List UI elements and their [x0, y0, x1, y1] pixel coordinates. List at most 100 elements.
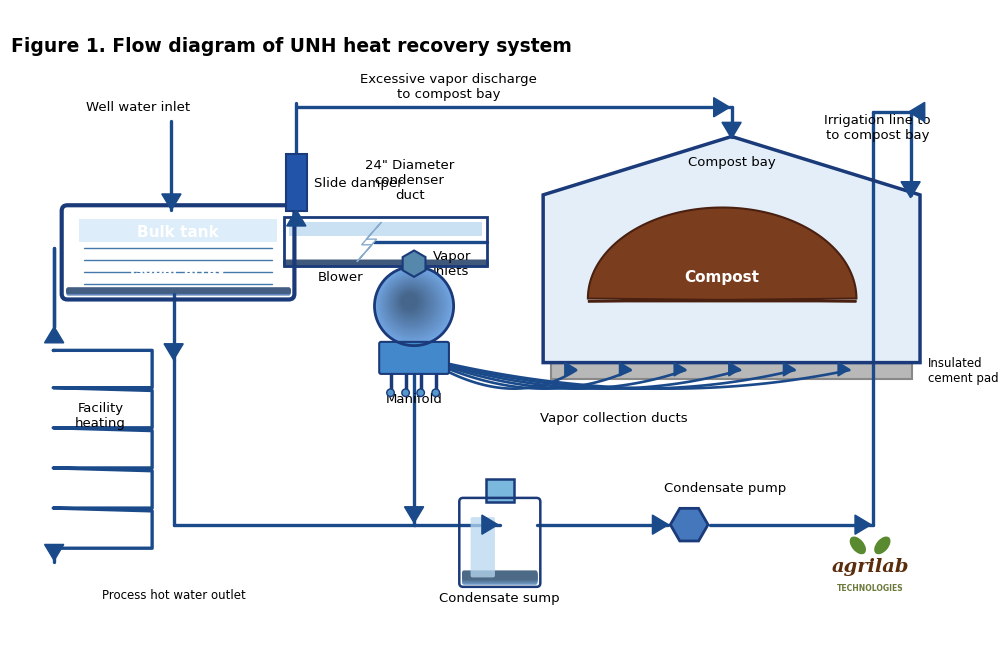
Bar — [67, 290, 289, 293]
Bar — [284, 261, 487, 264]
FancyBboxPatch shape — [463, 575, 537, 582]
Bar — [79, 219, 277, 243]
Polygon shape — [729, 362, 740, 376]
Ellipse shape — [850, 536, 866, 554]
Text: Bulk tank: Bulk tank — [137, 225, 219, 240]
Circle shape — [392, 284, 431, 323]
Bar — [67, 290, 289, 293]
Bar — [67, 290, 289, 293]
Bar — [284, 261, 487, 264]
Bar — [67, 291, 289, 294]
FancyBboxPatch shape — [463, 572, 537, 580]
Text: Slide damper: Slide damper — [314, 177, 403, 190]
Bar — [284, 262, 487, 266]
Polygon shape — [722, 122, 741, 138]
Text: Condensate sump: Condensate sump — [439, 591, 560, 604]
Ellipse shape — [874, 536, 890, 554]
Polygon shape — [45, 327, 64, 343]
Bar — [284, 261, 487, 265]
Bar — [284, 262, 487, 265]
Polygon shape — [855, 515, 871, 534]
Bar — [284, 261, 487, 265]
Polygon shape — [164, 344, 183, 360]
Circle shape — [382, 274, 444, 336]
Bar — [67, 289, 289, 292]
Bar — [284, 261, 487, 265]
Bar — [67, 289, 289, 292]
Text: Compost bay: Compost bay — [688, 157, 775, 170]
Bar — [551, 362, 912, 378]
Circle shape — [395, 287, 427, 319]
Text: Figure 1. Flow diagram of UNH heat recovery system: Figure 1. Flow diagram of UNH heat recov… — [11, 37, 572, 56]
Bar — [284, 260, 487, 263]
Polygon shape — [482, 515, 498, 534]
Bar — [67, 288, 289, 291]
Polygon shape — [619, 362, 631, 376]
Text: Well water inlet: Well water inlet — [86, 101, 190, 114]
FancyBboxPatch shape — [463, 575, 537, 583]
Text: Facility
heating: Facility heating — [75, 402, 126, 430]
FancyBboxPatch shape — [463, 575, 537, 582]
Bar — [67, 289, 289, 292]
Bar — [284, 263, 487, 266]
FancyBboxPatch shape — [463, 572, 537, 580]
Polygon shape — [162, 194, 181, 210]
Circle shape — [402, 294, 417, 309]
Circle shape — [390, 282, 433, 325]
Polygon shape — [588, 208, 856, 302]
Bar — [67, 289, 289, 292]
Bar — [67, 289, 289, 292]
FancyBboxPatch shape — [463, 576, 537, 584]
Circle shape — [387, 389, 394, 397]
Polygon shape — [565, 362, 576, 376]
Polygon shape — [714, 98, 730, 117]
Bar — [284, 262, 487, 265]
Circle shape — [393, 285, 429, 321]
Text: Condensate pump: Condensate pump — [664, 481, 786, 494]
Circle shape — [383, 275, 442, 334]
Text: Excessive vapor discharge
to compost bay: Excessive vapor discharge to compost bay — [360, 72, 537, 101]
Polygon shape — [901, 182, 920, 198]
Text: TECHNOLOGIES: TECHNOLOGIES — [837, 584, 903, 593]
Text: Manifold: Manifold — [386, 393, 443, 406]
Bar — [67, 289, 289, 292]
Bar — [284, 217, 487, 267]
Polygon shape — [404, 507, 424, 523]
Circle shape — [389, 281, 434, 327]
FancyBboxPatch shape — [463, 576, 537, 584]
Bar — [67, 289, 289, 292]
Bar — [67, 289, 289, 292]
Bar — [284, 260, 487, 264]
Bar — [67, 291, 289, 294]
Circle shape — [386, 278, 438, 330]
Circle shape — [398, 290, 423, 315]
Bar — [67, 289, 289, 292]
Text: Isobar array: Isobar array — [130, 263, 226, 278]
Bar — [67, 291, 289, 294]
Text: 24" Diameter
condenser
duct: 24" Diameter condenser duct — [365, 159, 454, 202]
FancyBboxPatch shape — [463, 573, 537, 581]
Text: Process hot water outlet: Process hot water outlet — [102, 589, 245, 602]
Circle shape — [377, 269, 450, 342]
Bar — [67, 289, 289, 292]
Circle shape — [376, 268, 452, 344]
Bar — [289, 223, 482, 236]
Bar — [67, 290, 289, 293]
Bar — [67, 288, 289, 291]
Bar — [284, 261, 487, 265]
Polygon shape — [543, 137, 920, 362]
Bar — [67, 288, 289, 291]
Circle shape — [432, 389, 440, 397]
Bar — [67, 290, 289, 293]
Text: Blower: Blower — [318, 271, 363, 284]
Polygon shape — [783, 362, 795, 376]
Bar — [284, 263, 487, 267]
Bar — [67, 290, 289, 293]
Polygon shape — [670, 509, 708, 541]
Text: Insulated
cement pad: Insulated cement pad — [928, 356, 998, 384]
Bar — [486, 479, 514, 501]
FancyBboxPatch shape — [463, 571, 537, 579]
Text: Irrigation line to
to compost bay: Irrigation line to to compost bay — [824, 114, 931, 142]
Circle shape — [396, 288, 425, 317]
FancyBboxPatch shape — [471, 517, 495, 577]
